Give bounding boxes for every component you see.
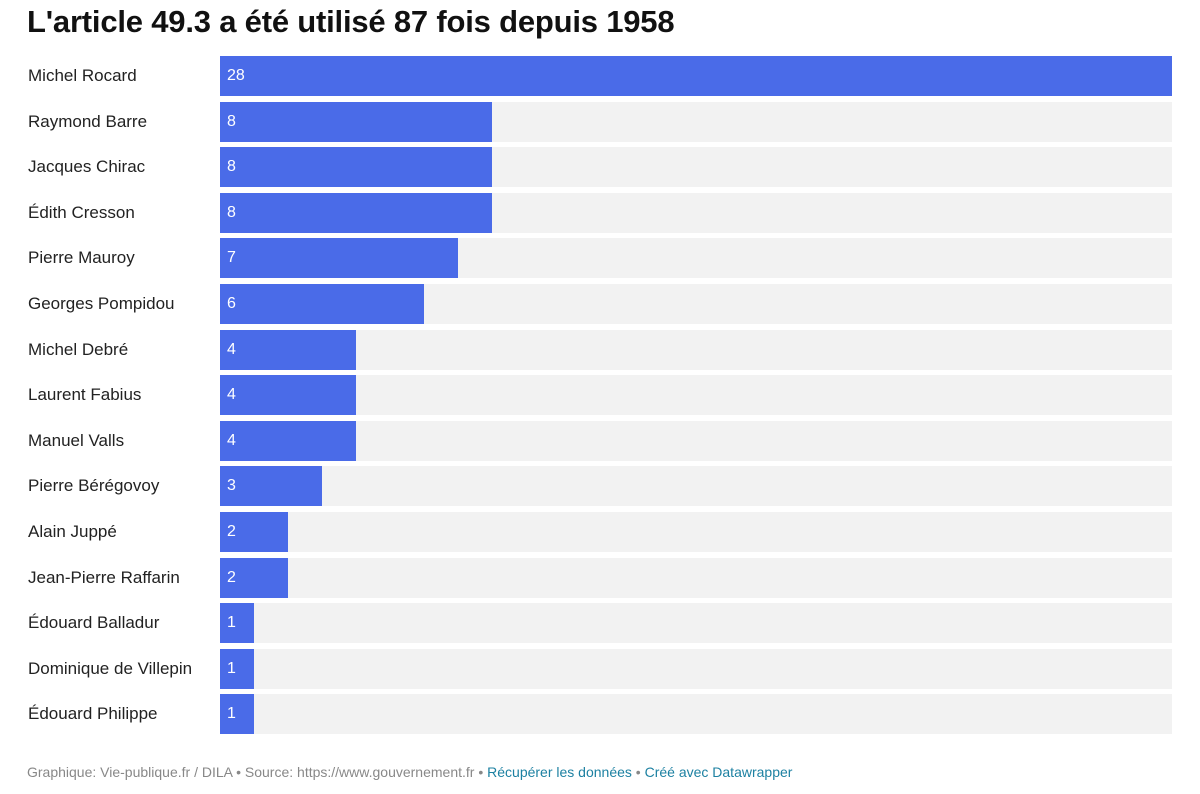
bar-value-label: 4 (227, 340, 236, 358)
bar-track: 4 (220, 375, 1172, 416)
category-label: Alain Juppé (28, 522, 117, 541)
bar-chart: Michel Rocard 28 Raymond Barre 8 Jacques Chi… (0, 56, 1200, 738)
bar-value-label: 3 (227, 477, 236, 495)
bar-track: 2 (220, 512, 1172, 552)
bar: 2 (220, 512, 288, 552)
footer-separator: • (631, 764, 645, 780)
bar-row: Laurent Fabius 4 (0, 375, 1200, 416)
category-label: Raymond Barre (28, 111, 148, 131)
category-label: Jean-Pierre Raffarin (28, 567, 180, 587)
bar-value-label: 7 (227, 249, 236, 267)
chart-footer: Graphique: Vie-publique.fr / DILA • Sour… (27, 764, 792, 780)
bar: 1 (220, 603, 254, 644)
footer-separator: • (232, 764, 245, 780)
bar: 2 (220, 557, 288, 598)
bar-value-label: 1 (227, 614, 236, 632)
bar-track: 8 (220, 147, 1172, 188)
bar-track: 1 (220, 603, 1172, 644)
bar-row: Michel Rocard 28 (0, 56, 1200, 96)
bar: 4 (220, 375, 356, 416)
bar: 3 (220, 466, 322, 507)
category-label: Pierre Mauroy (28, 248, 135, 268)
bar-row: Édith Cresson 8 (0, 192, 1200, 233)
bar-track: 3 (220, 466, 1172, 507)
category-label: Michel Rocard (28, 66, 137, 85)
category-label: Édouard Balladur (28, 613, 160, 633)
chart-title: L'article 49.3 a été utilisé 87 fois dep… (27, 4, 675, 39)
category-label: Dominique de Villepin (28, 658, 193, 678)
bar: 1 (220, 648, 254, 689)
get-data-link[interactable]: Récupérer les données (487, 764, 632, 780)
bar-value-label: 2 (227, 523, 236, 540)
bar-row: Manuel Valls 4 (0, 420, 1200, 461)
bar-row: Pierre Bérégovoy 3 (0, 466, 1200, 507)
bar: 7 (220, 238, 458, 279)
bar-track: 7 (220, 238, 1172, 279)
bar: 4 (220, 420, 356, 461)
bar-row: Jacques Chirac 8 (0, 147, 1200, 188)
bar-row: Pierre Mauroy 7 (0, 238, 1200, 279)
category-label: Georges Pompidou (28, 294, 175, 313)
bar: 28 (220, 56, 1172, 96)
bar-row: Raymond Barre 8 (0, 101, 1200, 142)
bar: 4 (220, 329, 356, 370)
category-label: Michel Debré (28, 339, 129, 359)
bar-value-label: 8 (227, 158, 236, 176)
bar-value-label: 8 (227, 112, 236, 130)
bar-track: 1 (220, 648, 1172, 689)
bar-value-label: 1 (227, 705, 236, 723)
category-label: Édouard Philippe (28, 704, 158, 724)
category-label: Jacques Chirac (28, 157, 146, 177)
bar-row: Jean-Pierre Raffarin 2 (0, 557, 1200, 598)
footer-source: Source: https://www.gouvernement.fr (244, 764, 475, 780)
bar: 6 (220, 284, 424, 324)
category-label: Manuel Valls (28, 430, 125, 450)
bar-track: 28 (220, 56, 1172, 96)
bar-row: Michel Debré 4 (0, 329, 1200, 370)
bar-row: Édouard Philippe 1 (0, 694, 1200, 735)
bar-track: 2 (220, 557, 1172, 598)
bar-value-label: 8 (227, 203, 236, 221)
bar: 1 (220, 694, 254, 735)
bar-row: Alain Juppé 2 (0, 512, 1200, 552)
footer-credit: Graphique: Vie-publique.fr / DILA (27, 764, 233, 780)
bar-value-label: 28 (227, 67, 245, 84)
footer-separator: • (474, 764, 488, 780)
bar-track: 4 (220, 329, 1172, 370)
bar-row: Dominique de Villepin 1 (0, 648, 1200, 689)
category-label: Édith Cresson (28, 202, 135, 222)
bar: 8 (220, 147, 492, 188)
bar-value-label: 4 (227, 386, 236, 404)
bar-track: 1 (220, 694, 1172, 735)
bar: 8 (220, 101, 492, 142)
bar-track: 8 (220, 101, 1172, 142)
bar-row: Édouard Balladur 1 (0, 603, 1200, 644)
category-label: Pierre Bérégovoy (28, 476, 160, 496)
bar-track: 4 (220, 420, 1172, 461)
datawrapper-link[interactable]: Créé avec Datawrapper (644, 764, 793, 780)
bar-value-label: 6 (227, 295, 236, 312)
bar-row: Georges Pompidou 6 (0, 284, 1200, 324)
bar-value-label: 1 (227, 659, 236, 677)
category-label: Laurent Fabius (28, 385, 142, 405)
bar-value-label: 2 (227, 568, 236, 586)
bar-track: 8 (220, 192, 1172, 233)
bar-value-label: 4 (227, 431, 236, 449)
bar-track: 6 (220, 284, 1172, 324)
bar: 8 (220, 192, 492, 233)
